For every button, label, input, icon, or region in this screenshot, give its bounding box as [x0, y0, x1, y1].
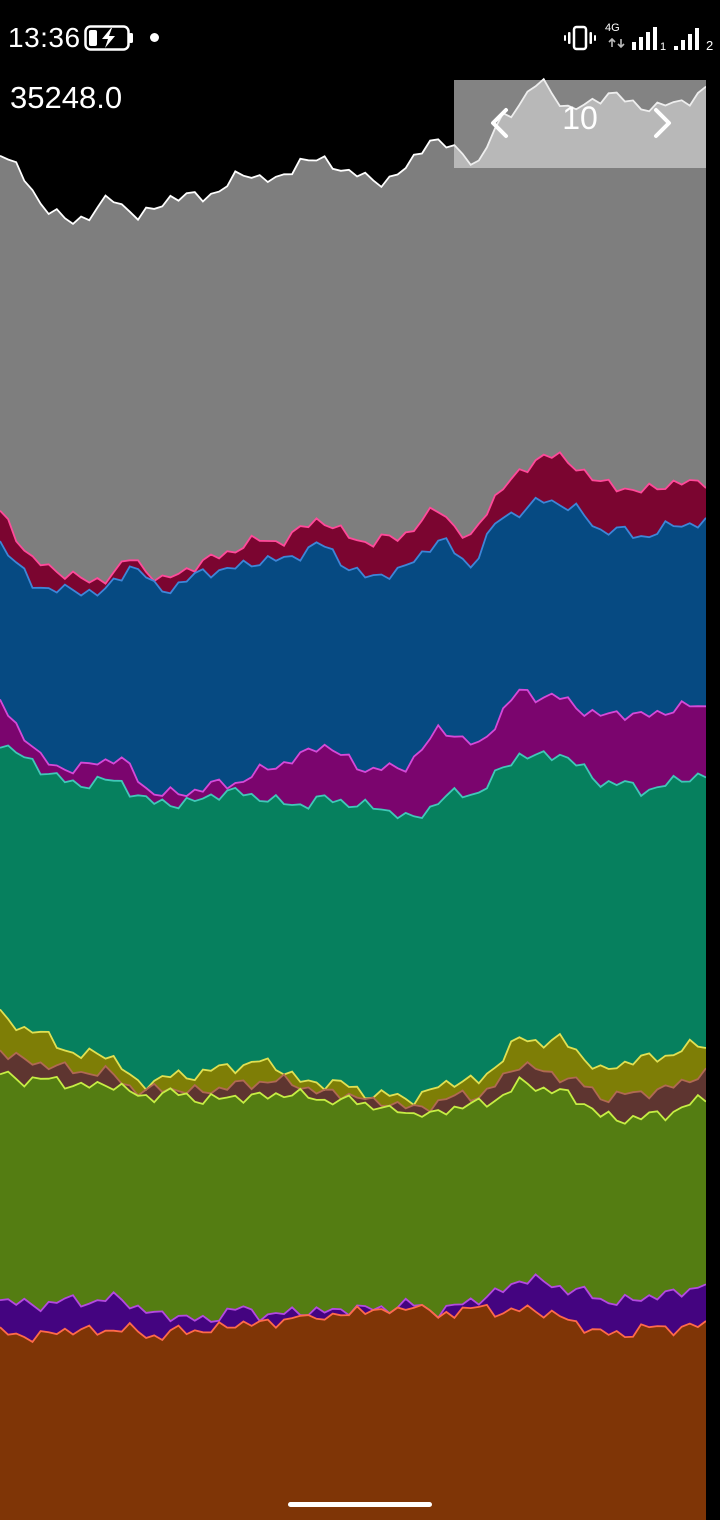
next-page-button[interactable]	[642, 100, 682, 148]
series-line-crimson	[0, 451, 707, 585]
status-clock: 13:36	[8, 22, 81, 53]
value-readout: 35248.0	[10, 80, 123, 115]
area-band-olive	[0, 1009, 706, 1112]
notification-dot-icon	[150, 33, 159, 42]
area-band-teal	[0, 745, 706, 1105]
sim2-label: 2	[706, 38, 713, 52]
home-indicator[interactable]	[288, 1502, 432, 1507]
area-band-gray	[0, 79, 706, 584]
signal-sim2-icon: 2	[674, 28, 713, 52]
right-edge-strip	[706, 0, 720, 1520]
signal-sim1-icon: 1	[632, 27, 666, 52]
area-band-orange	[0, 1304, 706, 1520]
series-line-brown	[0, 1049, 707, 1113]
chevron-right-icon	[654, 108, 671, 138]
sim1-label: 1	[660, 41, 666, 52]
page-number: 10	[562, 100, 598, 136]
series-line-teal	[0, 744, 707, 820]
area-band-green	[0, 1071, 706, 1322]
area-band-blue	[0, 497, 706, 797]
area-band-indigo	[0, 1274, 706, 1342]
status-bar: 13:36 4G 1	[0, 0, 720, 76]
series-line-blue	[0, 496, 707, 597]
series-line-olive	[0, 1008, 707, 1107]
series-line-orange	[0, 1303, 707, 1344]
series-line-green	[0, 1070, 707, 1125]
pager-control: 10	[454, 80, 706, 168]
area-band-crimson	[0, 452, 706, 596]
network-4g-icon: 4G	[605, 22, 631, 52]
chevron-left-icon	[491, 108, 508, 138]
series-line-purple	[0, 688, 707, 798]
vibrate-icon	[564, 25, 596, 51]
battery-charging-icon	[84, 25, 133, 51]
network-type-label: 4G	[605, 22, 620, 34]
prev-page-button[interactable]	[480, 100, 520, 148]
area-band-brown	[0, 1050, 706, 1124]
area-band-purple	[0, 689, 706, 819]
